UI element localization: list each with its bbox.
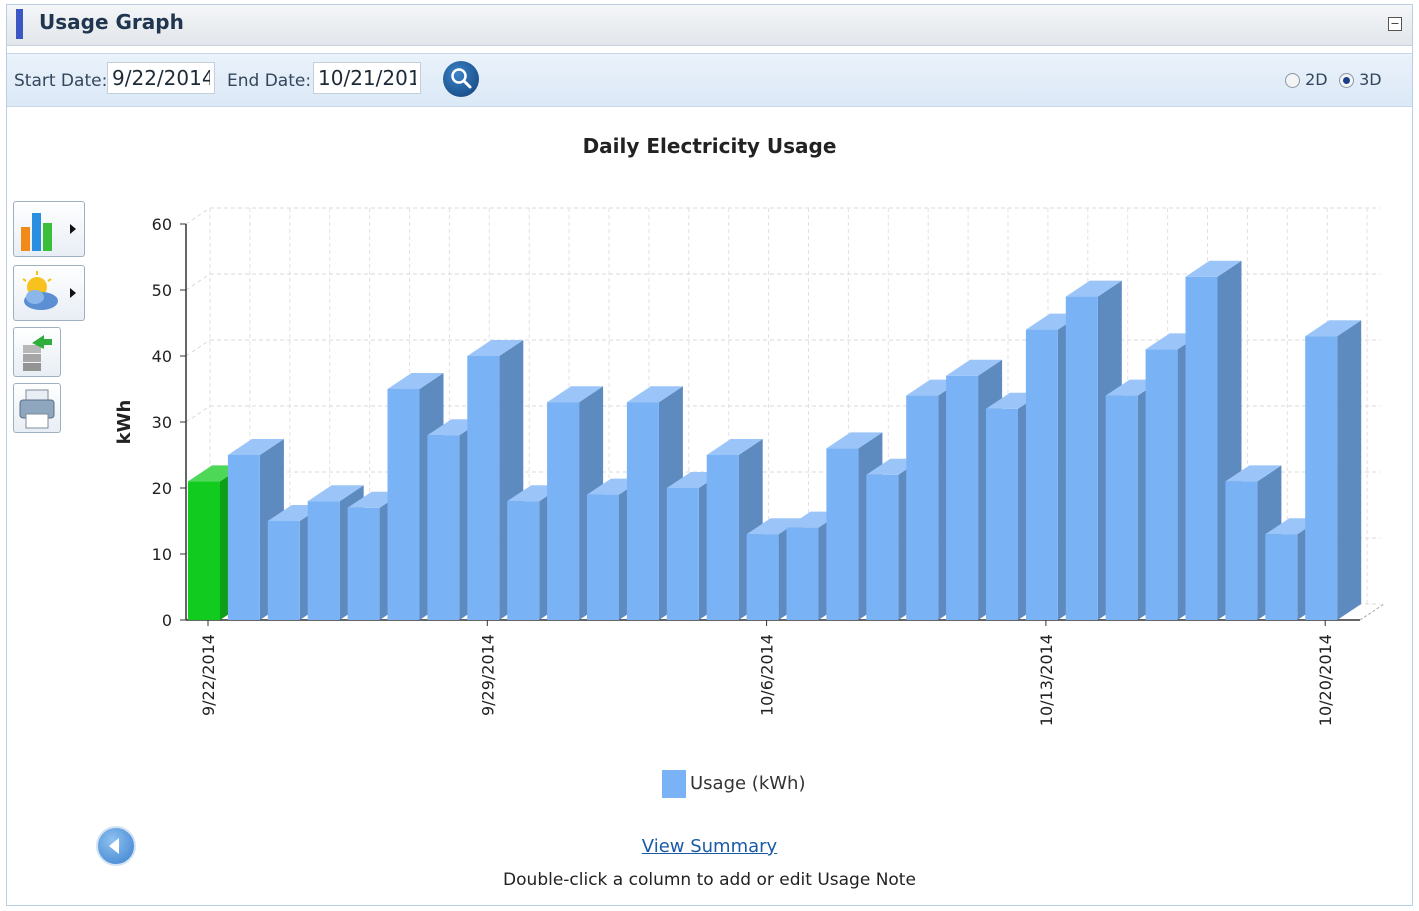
chart-type-button[interactable]: [13, 201, 85, 257]
view-2d-option[interactable]: 2D: [1285, 70, 1328, 89]
weather-button[interactable]: [13, 265, 85, 321]
legend-swatch: [662, 770, 686, 798]
view-3d-label: 3D: [1359, 70, 1382, 89]
chart-type-dropdown-icon: [70, 224, 76, 234]
export-button[interactable]: [13, 327, 61, 377]
chart-legend: Usage (kWh): [662, 770, 805, 798]
end-date-input[interactable]: [313, 62, 421, 94]
title-accent-bar: [16, 9, 23, 39]
back-arrow-button[interactable]: [96, 826, 136, 866]
date-toolbar: Start Date: End Date: 2D 3D: [7, 53, 1412, 107]
export-icon: [23, 335, 52, 371]
weather-dropdown-icon: [70, 288, 76, 298]
usage-note-hint: Double-click a column to add or edit Usa…: [503, 870, 916, 890]
print-button[interactable]: [13, 383, 61, 433]
legend-label: Usage (kWh): [690, 773, 806, 794]
weather-icon: [22, 271, 58, 310]
view-2d-label: 2D: [1305, 70, 1328, 89]
start-date-label: Start Date:: [14, 71, 108, 91]
view-3d-option[interactable]: 3D: [1339, 70, 1382, 89]
search-button[interactable]: [443, 61, 479, 97]
end-date-label: End Date:: [227, 71, 312, 91]
view-summary-link[interactable]: View Summary: [641, 836, 778, 857]
panel-header: Usage Graph −: [7, 5, 1412, 46]
panel-title: Usage Graph: [39, 10, 184, 34]
magnifier-icon: [451, 68, 472, 89]
start-date-input[interactable]: [107, 62, 215, 94]
radio-3d[interactable]: [1339, 73, 1354, 88]
collapse-icon[interactable]: −: [1388, 17, 1402, 31]
chart-title: Daily Electricity Usage: [582, 134, 837, 158]
radio-2d[interactable]: [1285, 73, 1300, 88]
print-icon: [19, 389, 55, 429]
chart-type-icon: [21, 213, 52, 251]
